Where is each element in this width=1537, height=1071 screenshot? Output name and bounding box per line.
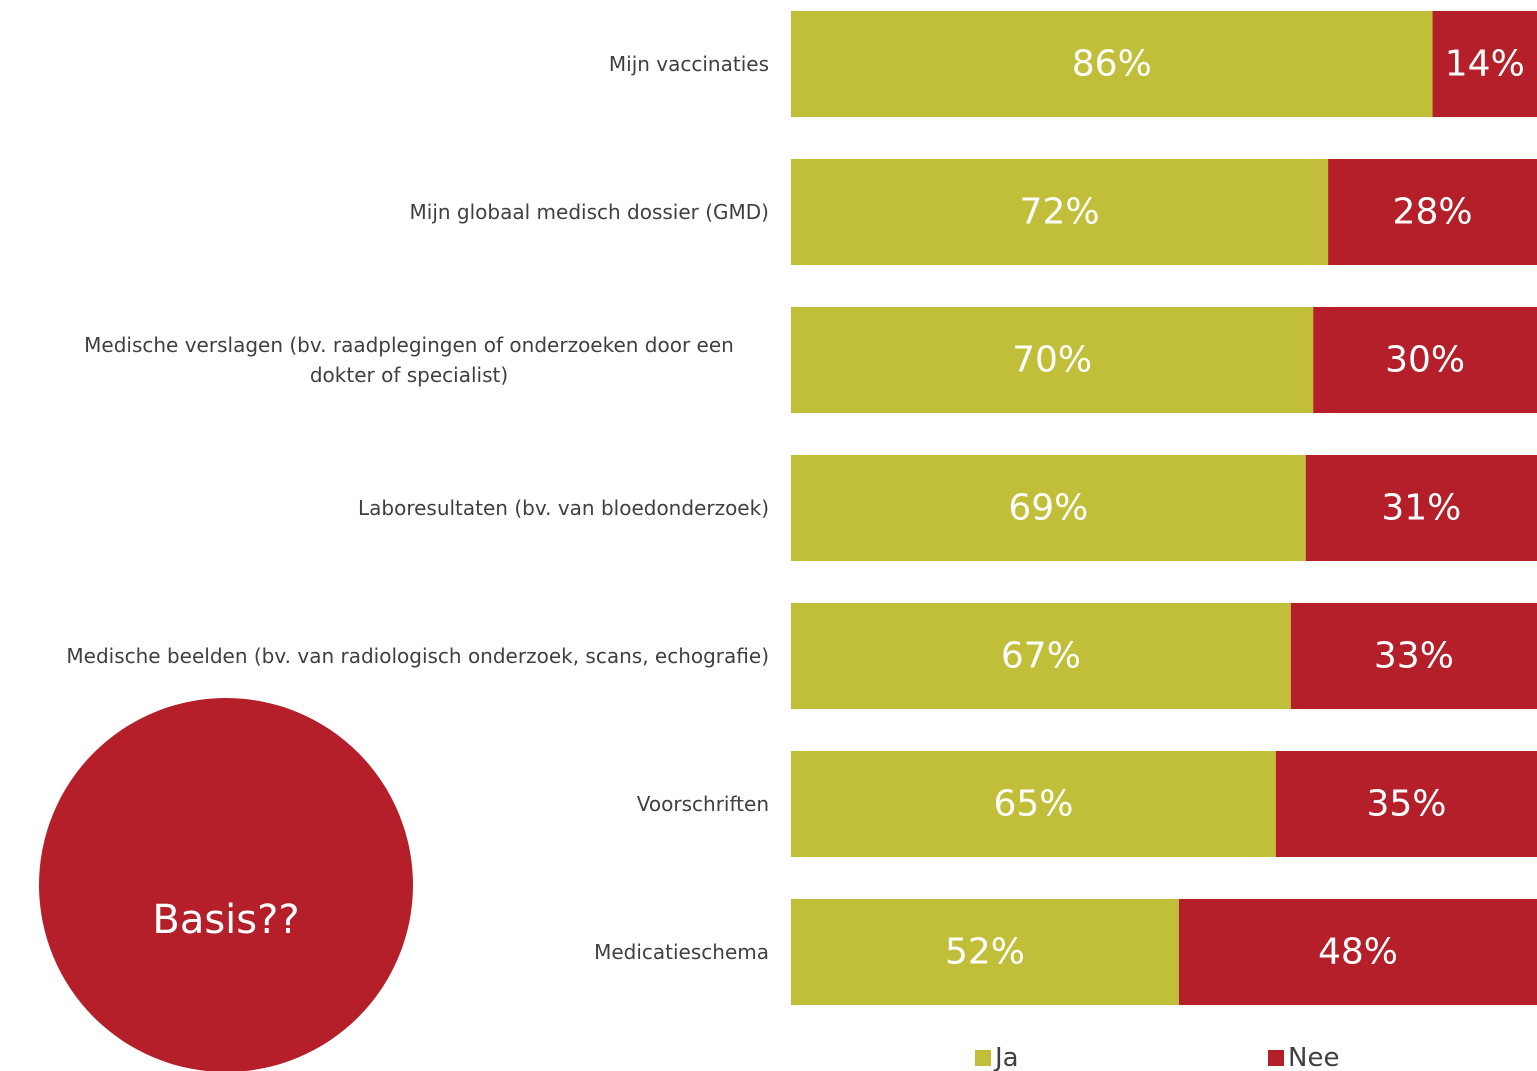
bar-segment [1178,899,1537,1005]
bar-segment [1290,603,1537,709]
category-label-box: Mijn globaal medisch dossier (GMD) [49,159,769,265]
category-label-box: Medische beelden (bv. van radiologisch o… [49,603,769,709]
value-label: 69% [1008,488,1088,529]
bar-segment [1305,455,1537,561]
value-label: 67% [1001,636,1081,677]
category-label: Laboresultaten (bv. van bloedonderzoek) [357,496,769,520]
bar-segment [791,899,1179,1005]
value-label: 86% [1072,44,1152,85]
bar-segment [1432,11,1537,117]
bar-segment [791,455,1306,561]
category-label: Mijn vaccinaties [608,52,769,76]
bar-segment [791,751,1276,857]
bar-segment [791,307,1314,413]
category-label-box: Laboresultaten (bv. van bloedonderzoek) [49,455,769,561]
annotation: Basis?? [152,897,299,943]
bar-segment [791,159,1329,265]
bar-segment [791,11,1433,117]
value-label: 48% [1318,932,1398,973]
category-label-box: Medische verslagen (bv. raadplegingen of… [49,307,769,413]
value-label: 35% [1366,784,1446,825]
annotation-circle [39,698,413,1071]
value-label: 33% [1374,636,1454,677]
category-label: Medicatieschema [594,940,769,964]
value-label: 14% [1445,44,1525,85]
category-label: Medische beelden (bv. van radiologisch o… [66,644,769,668]
category-label: Medische verslagen (bv. raadplegingen of… [84,333,734,387]
value-label: 52% [945,932,1025,973]
bar-segment [791,603,1291,709]
value-label: 70% [1012,340,1092,381]
value-label: 31% [1381,488,1461,529]
bar-segment [1313,307,1537,413]
value-label: 28% [1393,192,1473,233]
category-label-box: Voorschriften [49,751,769,857]
category-label-box: Mijn vaccinaties [49,11,769,117]
legend-label: Ja [993,1043,1019,1071]
legend-swatch [1268,1050,1284,1066]
legend-label: Nee [1288,1043,1339,1071]
bar-segment [1275,751,1537,857]
category-label-box: Medicatieschema [49,899,769,1005]
value-label: 65% [993,784,1073,825]
legend-swatch [975,1050,991,1066]
bar-segment [1328,159,1537,265]
category-label: Voorschriften [636,792,769,816]
category-label: Mijn globaal medisch dossier (GMD) [409,200,769,224]
value-label: 30% [1385,340,1465,381]
value-label: 72% [1020,192,1100,233]
